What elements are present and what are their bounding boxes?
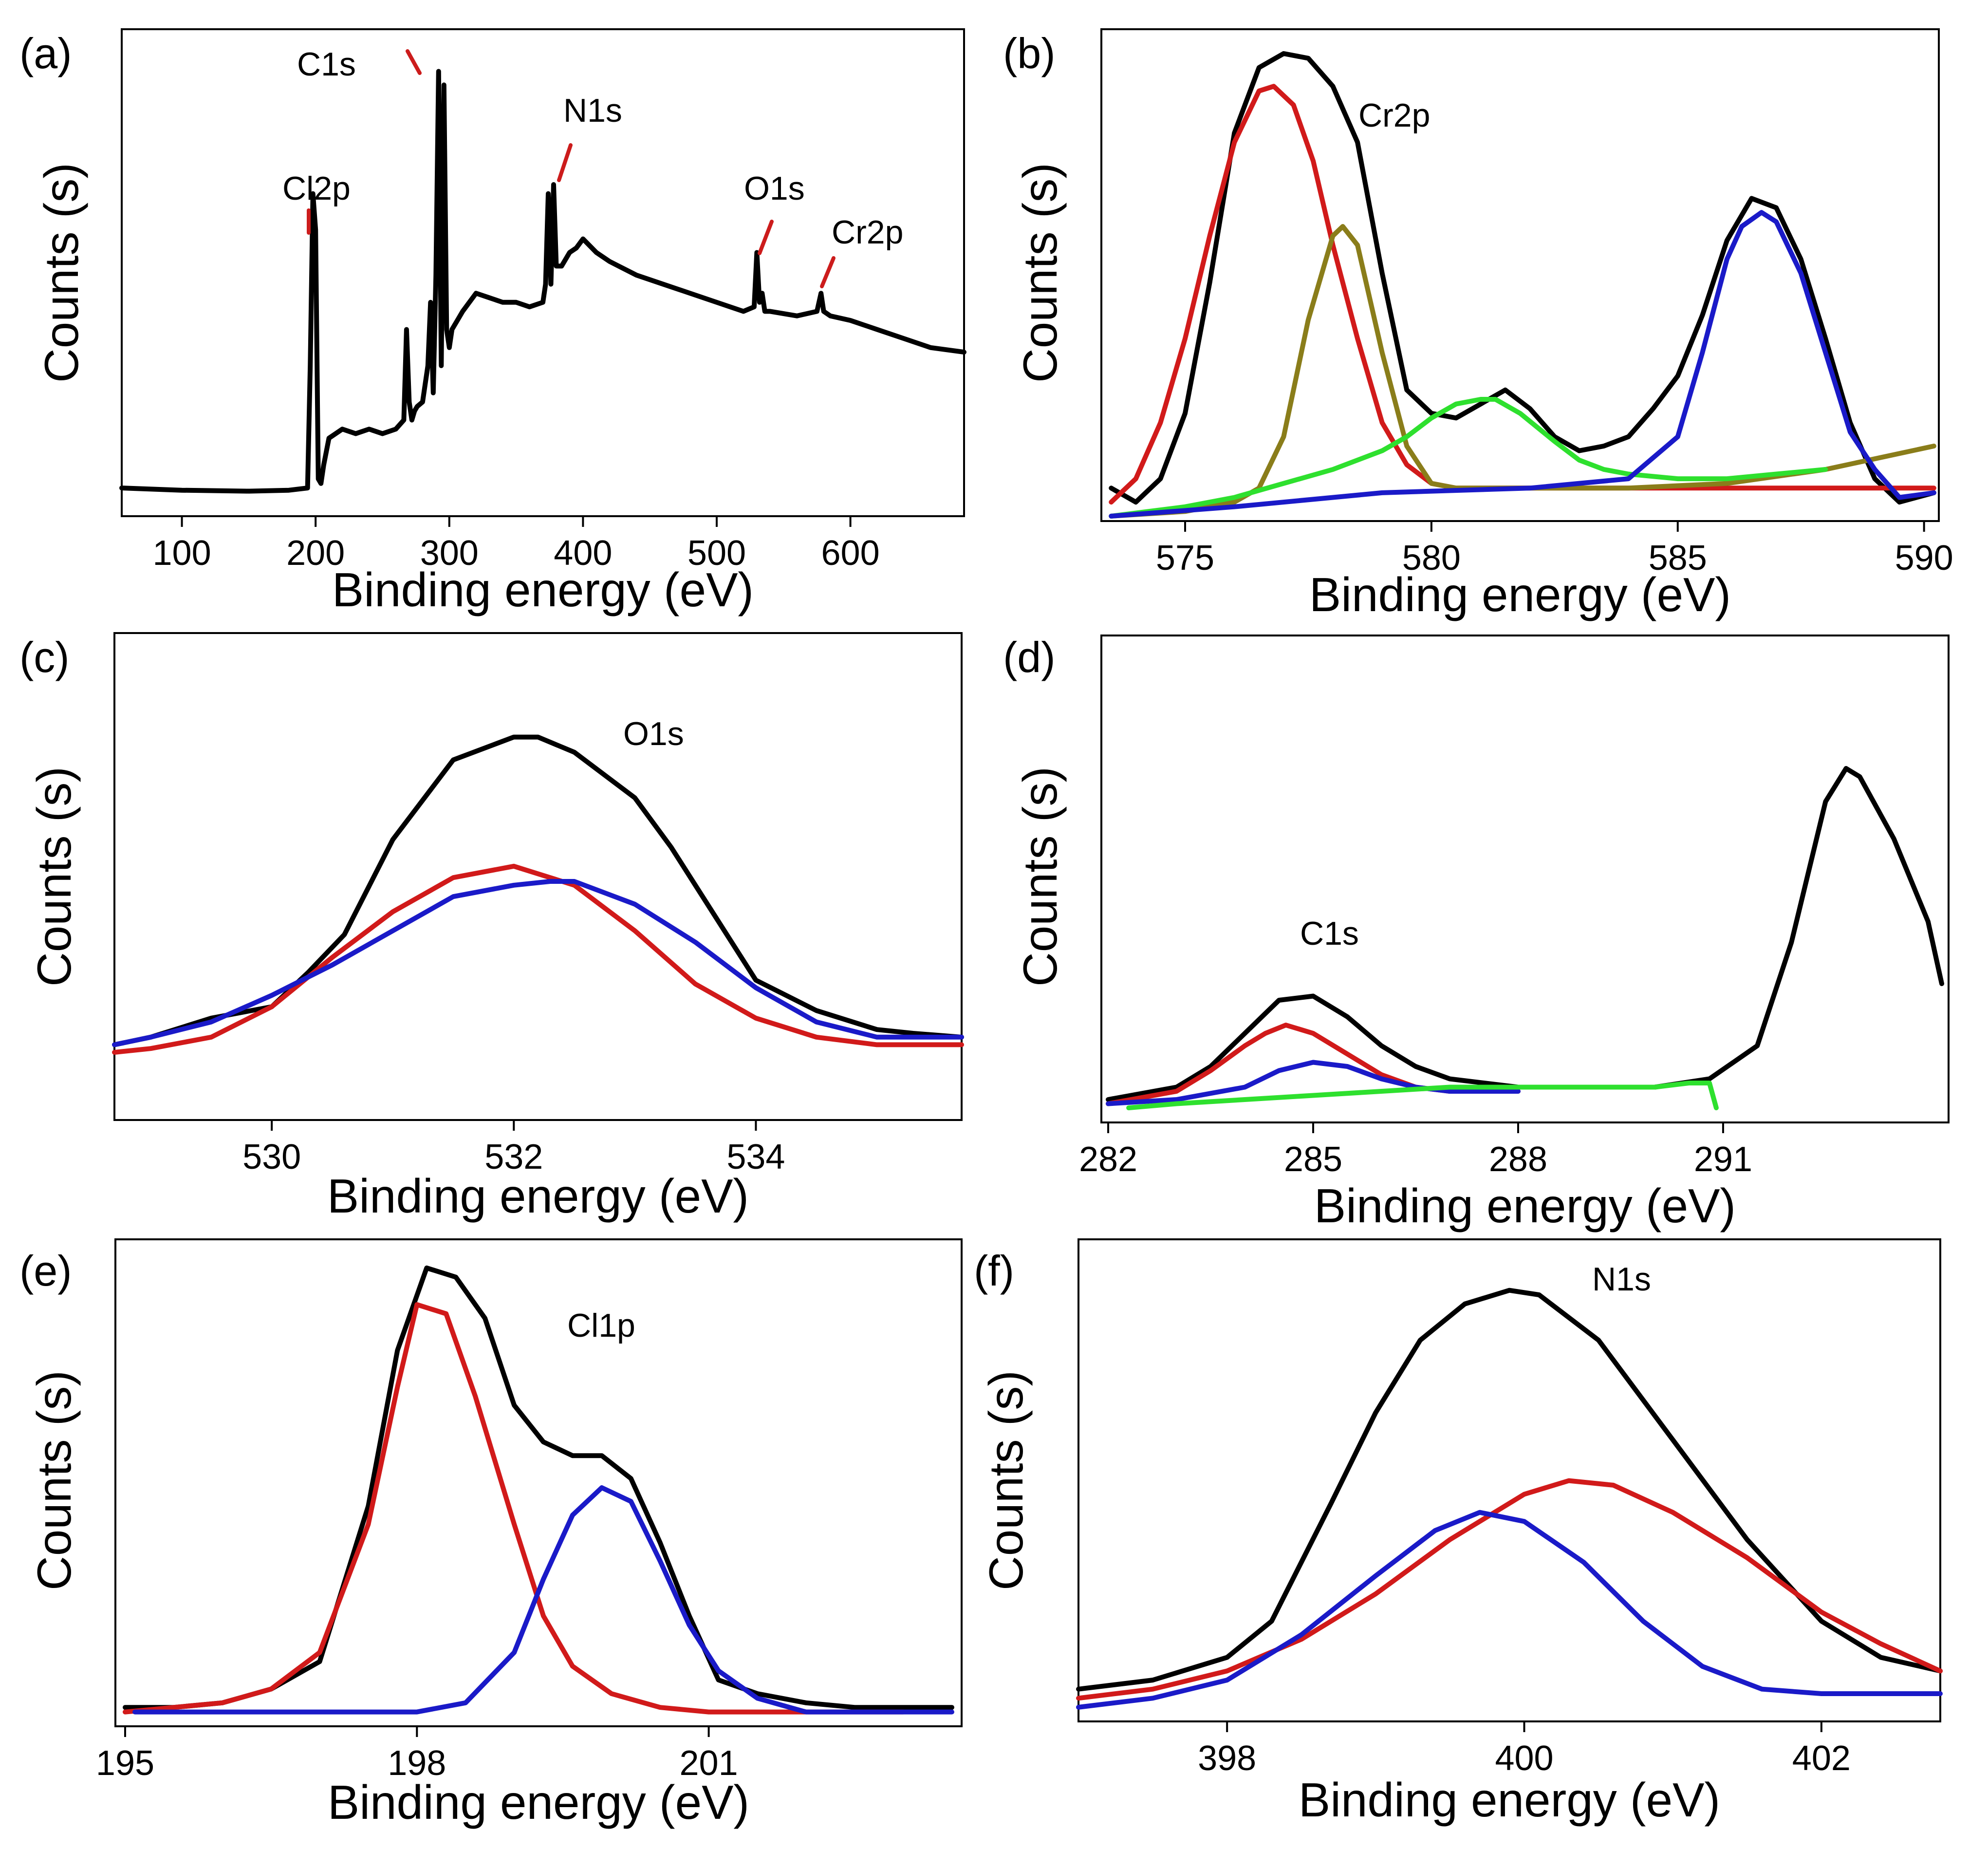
panel-f-n1s-label: N1s	[1592, 1261, 1651, 1298]
panel-f-x-axis-title: Binding energy (eV)	[1299, 1773, 1720, 1827]
panel-c-y-axis-title: Counts (s)	[27, 766, 81, 987]
panel-a-series-survey	[119, 69, 966, 494]
panel-a-y-axis-title: Counts (s)	[35, 163, 88, 383]
panel-c-plot-frame	[113, 632, 963, 1121]
panel-a-o1s-marker	[758, 220, 774, 255]
panel-a-plot-frame	[121, 28, 965, 517]
panel-b-series-fit-3	[1109, 397, 1828, 519]
panel-a-n1s-marker	[557, 143, 573, 182]
panel-c-tick-group: 530 532 534	[242, 1120, 785, 1177]
panel-d-tick-group: 282 285 288 291	[1079, 1122, 1752, 1179]
panel-c-o1s-label: O1s	[623, 715, 684, 752]
panel-e-cl1p-label: Cl1p	[567, 1307, 635, 1344]
panel-d-series-group	[1106, 766, 1944, 1110]
panel-d-x-tick-label-1: 285	[1284, 1140, 1342, 1179]
panel-f-letter: (f)	[974, 1247, 1014, 1295]
panel-a-x-axis-title: Binding energy (eV)	[332, 563, 754, 616]
panel-f: (f) 398 400 402 Binding energy (eV) Counts…	[974, 1238, 1943, 1827]
panel-d-x-tick-label-0: 282	[1079, 1140, 1137, 1179]
panel-e-series-fit-1	[123, 1302, 906, 1715]
panel-e-y-axis-title: Counts (s)	[27, 1370, 81, 1590]
panel-f-x-tick-label-1: 400	[1495, 1739, 1553, 1778]
panel-a-cl2p-label: Cl2p	[282, 170, 351, 207]
panel-d-c1s-label: C1s	[1300, 915, 1359, 952]
panel-e-x-axis-title: Binding energy (eV)	[328, 1775, 749, 1829]
panel-f-plot-frame	[1078, 1238, 1941, 1722]
panel-c-letter: (c)	[19, 633, 70, 681]
panel-a-x-tick-label-4: 500	[687, 534, 746, 573]
panel-a: (a) 100 200 300 400 500 600 Binding energy (e…	[19, 28, 966, 616]
panel-b: (b) 575 580 585 590 Binding energy (eV) Cou…	[1003, 28, 1953, 621]
panel-a-x-tick-label-2: 300	[420, 534, 479, 573]
panel-e-x-tick-label-1: 198	[388, 1744, 446, 1783]
panel-f-x-tick-label-2: 402	[1792, 1739, 1851, 1778]
panel-a-cr2p-marker	[820, 256, 836, 288]
panel-a-letter: (a)	[19, 29, 72, 77]
panel-d-x-axis-title: Binding energy (eV)	[1314, 1179, 1736, 1233]
panel-e-letter: (e)	[19, 1247, 72, 1295]
panel-a-tick-group: 100 200 300 400 500 600	[153, 516, 880, 573]
panel-c-x-tick-label-2: 534	[726, 1138, 785, 1177]
panel-a-x-tick-label-1: 200	[286, 534, 345, 573]
panel-e-x-tick-label-0: 195	[96, 1744, 154, 1783]
panel-b-tick-group: 575 580 585 590	[1156, 521, 1953, 578]
panel-b-x-tick-label-1: 580	[1402, 539, 1461, 578]
panel-d: (d) 282 285 288 291 Binding energy (eV) Cou…	[1003, 633, 1950, 1233]
panel-e-x-tick-label-2: 201	[680, 1744, 738, 1783]
panel-f-tick-group: 398 400 402	[1198, 1721, 1851, 1778]
panel-d-y-axis-title: Counts (s)	[1013, 766, 1067, 987]
panel-e-tick-group: 195 198 201	[96, 1726, 738, 1783]
panel-c: (c) 530 532 534 Binding energy (eV) Counts…	[19, 632, 964, 1223]
panel-e: (e) 195 198 201 Binding energy (eV) Counts…	[19, 1238, 963, 1829]
panel-c-x-axis-title: Binding energy (eV)	[327, 1169, 749, 1223]
panel-a-x-tick-label-3: 400	[554, 534, 612, 573]
panel-b-x-axis-title: Binding energy (eV)	[1309, 568, 1731, 621]
panel-b-x-tick-label-0: 575	[1156, 539, 1214, 578]
panel-b-letter: (b)	[1003, 29, 1056, 77]
panel-b-series-fit-4	[1109, 210, 1936, 519]
panel-d-series-raw	[1106, 766, 1944, 1102]
panel-e-plot-frame	[114, 1238, 963, 1727]
panel-a-n1s-label: N1s	[563, 92, 622, 129]
panel-e-series-group	[123, 1265, 954, 1715]
panel-b-cr2p-label: Cr2p	[1358, 97, 1430, 134]
panel-d-x-tick-label-2: 288	[1489, 1140, 1547, 1179]
panel-d-letter: (d)	[1003, 633, 1056, 681]
panel-a-cr2p-label: Cr2p	[832, 214, 903, 251]
panel-f-x-tick-label-0: 398	[1198, 1739, 1256, 1778]
panel-c-series-raw	[112, 734, 964, 1047]
panel-d-series-baseline	[1126, 1081, 1719, 1110]
panel-b-series-group	[1109, 51, 1936, 519]
panel-c-series-group	[112, 734, 964, 1055]
panel-d-x-tick-label-3: 291	[1694, 1140, 1752, 1179]
panel-b-plot-frame	[1100, 28, 1940, 522]
panel-c-x-tick-label-0: 530	[242, 1138, 301, 1177]
panel-a-x-tick-label-5: 600	[821, 534, 880, 573]
panel-a-o1s-label: O1s	[744, 170, 805, 207]
panel-a-series-group	[119, 69, 966, 494]
panel-d-plot-frame	[1100, 635, 1950, 1123]
panel-f-series-fit-1	[1076, 1478, 1943, 1701]
panel-a-c1s-label: C1s	[297, 46, 356, 83]
panel-b-series-raw	[1109, 51, 1936, 505]
panel-f-series-fit-2	[1076, 1510, 1943, 1710]
panel-f-series-group	[1076, 1288, 1943, 1710]
panel-f-series-raw	[1076, 1288, 1943, 1692]
panel-a-c1s-marker	[406, 49, 422, 75]
panel-b-x-tick-label-2: 585	[1649, 539, 1707, 578]
panel-e-series-fit-2	[132, 1485, 954, 1715]
panel-c-series-fit-1	[112, 863, 964, 1055]
panel-b-x-tick-label-3: 590	[1895, 539, 1953, 578]
panel-e-series-raw	[123, 1265, 954, 1710]
panel-f-y-axis-title: Counts (s)	[979, 1370, 1033, 1590]
panel-c-series-fit-2	[112, 879, 964, 1047]
panel-b-y-axis-title: Counts (s)	[1013, 163, 1067, 383]
panel-a-x-tick-label-0: 100	[153, 534, 211, 573]
panel-c-x-tick-label-1: 532	[484, 1138, 543, 1177]
